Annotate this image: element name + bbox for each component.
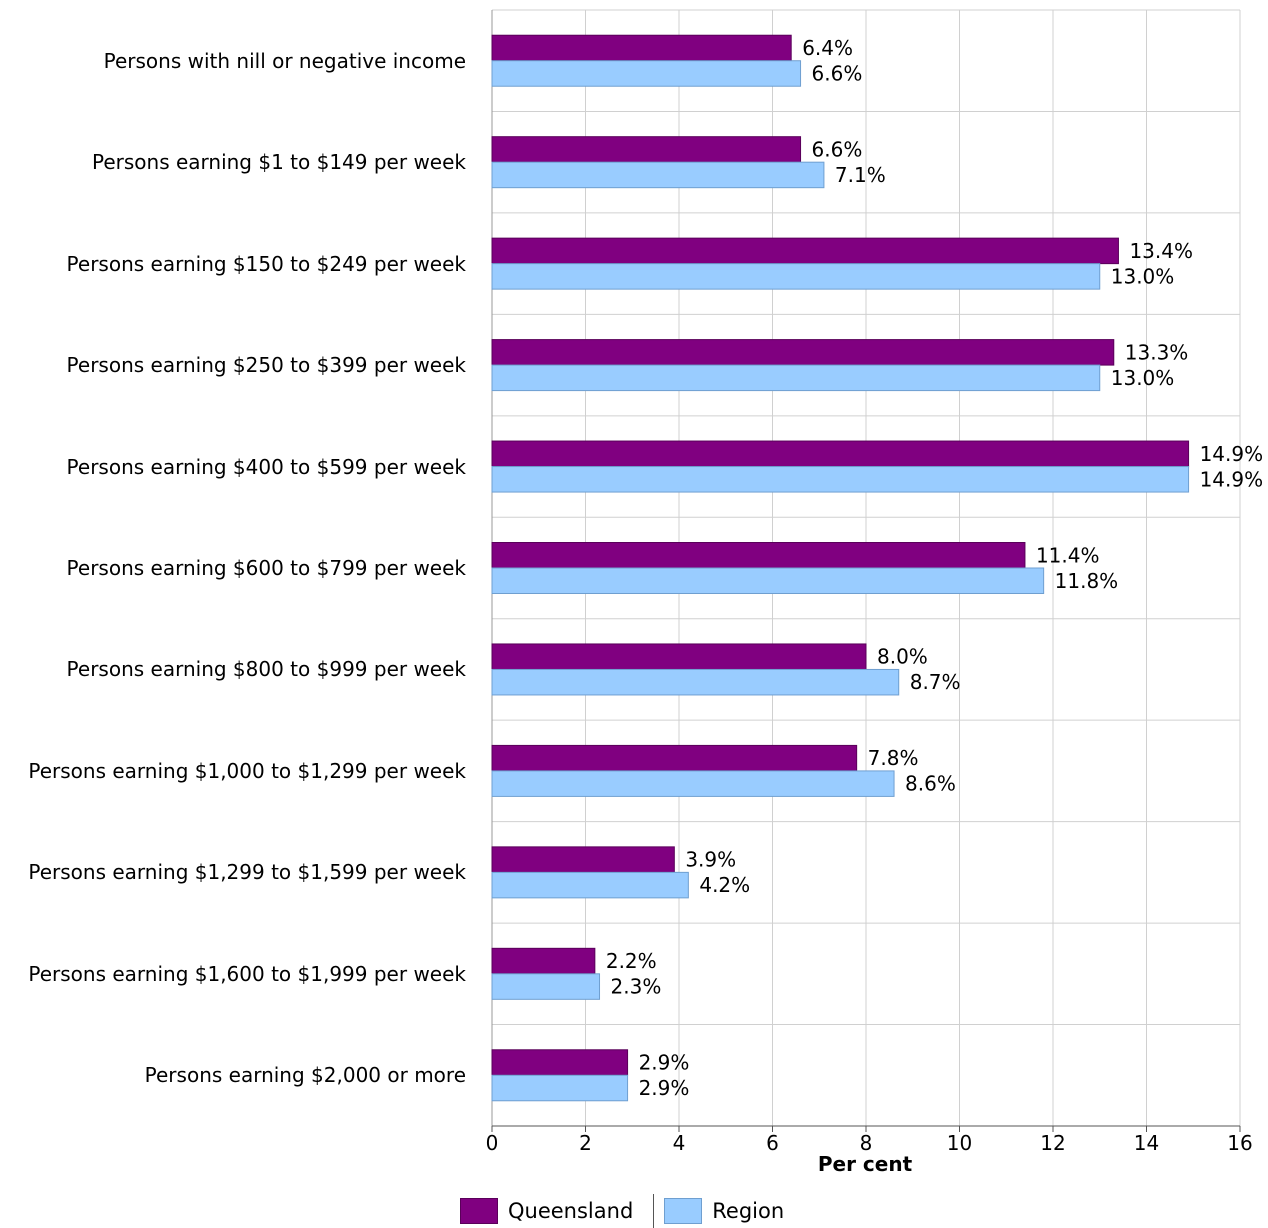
data-label: 3.9% [685, 848, 736, 872]
category-label: Persons earning $250 to $399 per week [66, 353, 466, 378]
bar-region [491, 973, 601, 1000]
data-label: 14.9% [1200, 467, 1264, 491]
bar-region [491, 1074, 629, 1102]
x-tick-label: 4 [673, 1131, 686, 1155]
legend-label-region: Region [712, 1199, 785, 1223]
data-label: 7.8% [868, 746, 919, 770]
category-label: Persons earning $800 to $999 per week [66, 657, 466, 682]
data-label: 2.2% [606, 949, 657, 973]
legend-item-region: Region [664, 1198, 784, 1224]
bar-queensland [491, 339, 1115, 366]
data-label: 6.6% [812, 137, 863, 161]
bar-region [491, 567, 1045, 594]
data-label: 14.9% [1200, 442, 1264, 466]
bar-region [491, 770, 895, 797]
data-label: 2.9% [639, 1051, 690, 1075]
bar-region [491, 60, 802, 87]
x-tick-label: 0 [486, 1131, 499, 1155]
category-label: Persons earning $150 to $249 per week [66, 251, 466, 276]
bar-queensland [491, 237, 1119, 265]
bar-queensland [491, 542, 1026, 569]
data-label: 13.0% [1111, 264, 1175, 288]
data-label: 2.3% [611, 975, 662, 999]
bar-queensland [491, 136, 802, 163]
x-axis-title: Per cent [817, 1152, 913, 1176]
category-label: Persons earning $600 to $799 per week [66, 556, 466, 580]
bar-queensland [491, 1049, 629, 1076]
legend: Queensland Region [460, 1194, 784, 1228]
bar-queensland [491, 440, 1190, 468]
category-label: Persons earning $1,600 to $1,999 per wee… [28, 961, 466, 986]
x-tick-label: 14 [1134, 1131, 1159, 1155]
bar-region [491, 466, 1190, 493]
category-label: Persons earning $1,000 to $1,299 per wee… [28, 758, 466, 783]
x-tick-label: 12 [1040, 1131, 1065, 1155]
data-label: 8.7% [910, 670, 961, 694]
data-label: 8.6% [905, 772, 956, 796]
bar-region [491, 161, 825, 189]
data-label: 2.9% [639, 1076, 690, 1100]
bar-queensland [491, 846, 675, 873]
legend-swatch-queensland [460, 1198, 498, 1224]
category-label: Persons earning $400 to $599 per week [66, 454, 466, 479]
legend-swatch-region [664, 1198, 703, 1224]
bar-queensland [491, 947, 596, 975]
data-label: 13.0% [1111, 366, 1175, 390]
category-label: Persons earning $1 to $149 per week [91, 150, 466, 175]
category-label: Persons earning $2,000 or more [144, 1063, 466, 1088]
x-tick-label: 16 [1227, 1131, 1252, 1155]
bar-region [491, 871, 689, 899]
bar-region [491, 364, 1101, 392]
x-tick-label: 6 [766, 1131, 779, 1155]
legend-separator [653, 1194, 655, 1228]
x-tick-label: 8 [860, 1131, 873, 1155]
x-tick-label: 2 [579, 1131, 592, 1155]
data-label: 4.2% [699, 873, 750, 897]
data-label: 6.4% [802, 36, 853, 60]
category-label: Persons with nill or negative income [103, 48, 466, 73]
legend-label-queensland: Queensland [508, 1199, 634, 1223]
legend-item-queensland: Queensland [460, 1198, 633, 1224]
data-label: 11.4% [1036, 543, 1100, 567]
bar-queensland [491, 744, 858, 772]
bar-queensland [491, 34, 792, 62]
category-label: Persons earning $1,299 to $1,599 per wee… [28, 860, 466, 885]
bar-region [491, 668, 900, 696]
bar-region [491, 263, 1101, 290]
data-label: 6.6% [812, 61, 863, 85]
x-tick-label: 10 [947, 1131, 972, 1155]
data-label: 7.1% [835, 163, 886, 187]
data-label: 13.3% [1125, 340, 1189, 364]
bar-queensland [491, 643, 867, 670]
data-label: 8.0% [877, 645, 928, 669]
data-label: 11.8% [1055, 569, 1119, 593]
data-label: 13.4% [1129, 239, 1193, 263]
